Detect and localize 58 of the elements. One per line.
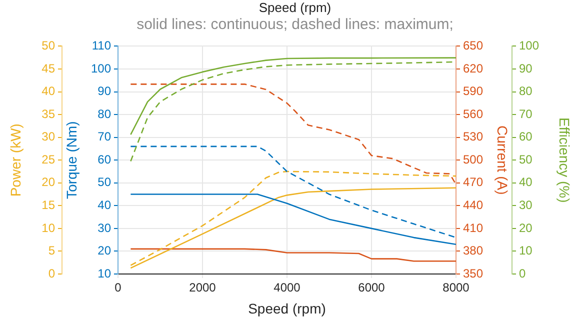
line-series: [130, 170, 456, 266]
y2-tick-label: 590: [463, 84, 484, 98]
y-tick-label: 70: [98, 130, 112, 144]
y3-tick-label: 50: [42, 38, 56, 53]
y2-tick-label: 410: [463, 220, 484, 235]
x-tick-label: 4000: [274, 280, 301, 295]
y2-tick-label: 500: [463, 152, 484, 166]
y-tick-label: 20: [519, 220, 533, 235]
y-tick-label: 10: [519, 244, 533, 258]
y-axis-title: Torque (Nm): [63, 121, 80, 199]
x-tick-label: 2000: [189, 280, 216, 295]
y3-tick-label: 40: [42, 84, 56, 98]
x-axis-title: Speed (rpm): [248, 300, 326, 316]
y-tick-label: 20: [98, 244, 112, 258]
y3-tick-label: 25: [42, 152, 56, 166]
y-tick-label: 100: [90, 61, 112, 76]
y2-tick-label: 440: [463, 198, 484, 212]
y-tick-label: 60: [98, 152, 112, 166]
y3-axis-title: Power (kW): [7, 124, 24, 197]
y2-tick-label: 470: [463, 175, 484, 190]
y2-tick-label: 650: [463, 38, 484, 53]
y-tick-label: 10: [98, 266, 112, 280]
y-tick-label: 0: [519, 266, 526, 280]
y-tick-label: 30: [98, 220, 112, 235]
x-tick-label: 8000: [442, 280, 470, 295]
y3-tick-label: 20: [42, 175, 56, 190]
x-tick-label: 0: [114, 280, 122, 295]
text: Speed (rpm): [258, 0, 332, 15]
y-tick-label: 90: [98, 84, 112, 98]
y2-tick-label: 560: [463, 106, 484, 121]
line-series: [130, 146, 456, 238]
y-tick-label: 80: [98, 106, 112, 121]
y-tick-label: 50: [519, 152, 533, 166]
y2-tick-label: 380: [463, 244, 484, 258]
x-tick-label: 6000: [358, 280, 386, 295]
y3-tick-label: 35: [42, 106, 56, 121]
y3-tick-label: 5: [48, 244, 56, 258]
y-tick-label: 110: [92, 38, 112, 53]
y3-tick-label: 30: [42, 130, 56, 144]
y3-tick-label: 15: [42, 198, 56, 212]
y3-tick-label: 0: [48, 266, 56, 280]
y-tick-label: 70: [519, 106, 533, 121]
y2-tick-label: 530: [463, 130, 484, 144]
y-tick-label: 90: [519, 61, 533, 76]
y2-tick-label: 620: [463, 61, 484, 76]
y2-tick-label: 350: [463, 266, 484, 280]
y3-tick-label: 10: [42, 220, 56, 235]
y-axis-title: Efficiency (%): [556, 117, 573, 203]
y-tick-label: 40: [519, 175, 533, 190]
y-tick-label: 60: [519, 130, 533, 144]
y-tick-label: 100: [519, 38, 540, 53]
chart-title: solid lines: continuous; dashed lines: maximum;: [136, 16, 454, 35]
y-tick-label: 80: [519, 84, 533, 98]
y3-tick-label: 45: [42, 61, 56, 76]
y-tick-label: 40: [98, 198, 112, 212]
y-tick-label: 30: [519, 198, 533, 212]
y-tick-label: 50: [98, 175, 112, 190]
y2-axis-title: Current (A): [494, 125, 511, 195]
